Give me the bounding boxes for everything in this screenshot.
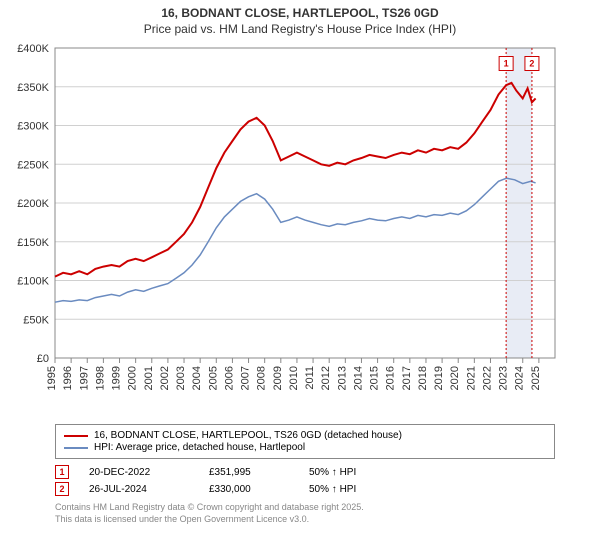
legend-label: HPI: Average price, detached house, Hart…	[94, 442, 305, 453]
attribution: Contains HM Land Registry data © Crown c…	[55, 502, 555, 525]
marker-row: 2 26-JUL-2024 £330,000 50% ↑ HPI	[55, 482, 555, 496]
svg-text:2015: 2015	[369, 366, 381, 390]
svg-text:£200K: £200K	[17, 198, 49, 210]
svg-text:2012: 2012	[320, 366, 332, 390]
svg-text:£0: £0	[37, 353, 49, 365]
marker-table: 1 20-DEC-2022 £351,995 50% ↑ HPI 2 26-JUL-202…	[55, 465, 555, 496]
svg-text:2002: 2002	[159, 366, 171, 390]
svg-text:2017: 2017	[401, 366, 413, 390]
legend-swatch	[64, 435, 88, 437]
svg-text:2016: 2016	[385, 366, 397, 390]
marker-row: 1 20-DEC-2022 £351,995 50% ↑ HPI	[55, 465, 555, 479]
svg-text:2000: 2000	[127, 366, 139, 390]
svg-text:2003: 2003	[175, 366, 187, 390]
svg-text:1995: 1995	[46, 366, 58, 390]
marker-price: £351,995	[209, 467, 289, 478]
svg-text:£50K: £50K	[23, 314, 49, 326]
svg-text:2021: 2021	[465, 366, 477, 390]
legend-item: 16, BODNANT CLOSE, HARTLEPOOL, TS26 0GD …	[64, 430, 546, 441]
svg-text:2: 2	[529, 59, 534, 69]
marker-pct: 50% ↑ HPI	[309, 484, 389, 495]
svg-text:£400K: £400K	[17, 43, 49, 55]
svg-text:£250K: £250K	[17, 159, 49, 171]
svg-text:2014: 2014	[352, 366, 364, 390]
svg-text:2020: 2020	[449, 366, 461, 390]
legend: 16, BODNANT CLOSE, HARTLEPOOL, TS26 0GD …	[55, 424, 555, 459]
svg-text:2009: 2009	[272, 366, 284, 390]
svg-text:1: 1	[504, 59, 509, 69]
svg-text:2010: 2010	[288, 366, 300, 390]
marker-number-box: 2	[55, 482, 69, 496]
svg-text:1999: 1999	[111, 366, 123, 390]
svg-text:2025: 2025	[530, 366, 542, 390]
marker-date: 20-DEC-2022	[89, 467, 189, 478]
svg-text:2013: 2013	[336, 366, 348, 390]
marker-number-box: 1	[55, 465, 69, 479]
marker-price: £330,000	[209, 484, 289, 495]
svg-text:£350K: £350K	[17, 82, 49, 94]
svg-text:2011: 2011	[304, 366, 316, 390]
svg-text:2004: 2004	[191, 366, 203, 390]
svg-text:2022: 2022	[481, 366, 493, 390]
attribution-line1: Contains HM Land Registry data © Crown c…	[55, 502, 555, 514]
attribution-line2: This data is licensed under the Open Gov…	[55, 514, 555, 526]
svg-text:2007: 2007	[240, 366, 252, 390]
svg-text:2001: 2001	[143, 366, 155, 390]
svg-text:2018: 2018	[417, 366, 429, 390]
svg-text:2023: 2023	[498, 366, 510, 390]
title-subtitle: Price paid vs. HM Land Registry's House …	[10, 22, 590, 36]
chart-title-block: 16, BODNANT CLOSE, HARTLEPOOL, TS26 0GD …	[0, 0, 600, 38]
svg-text:2005: 2005	[207, 366, 219, 390]
legend-item: HPI: Average price, detached house, Hart…	[64, 442, 546, 453]
svg-text:£150K: £150K	[17, 237, 49, 249]
svg-text:2006: 2006	[223, 366, 235, 390]
marker-pct: 50% ↑ HPI	[309, 467, 389, 478]
svg-text:£100K: £100K	[17, 276, 49, 288]
marker-date: 26-JUL-2024	[89, 484, 189, 495]
legend-label: 16, BODNANT CLOSE, HARTLEPOOL, TS26 0GD …	[94, 430, 402, 441]
svg-text:1997: 1997	[78, 366, 90, 390]
svg-text:2024: 2024	[514, 366, 526, 390]
legend-swatch	[64, 447, 88, 449]
series-hpi	[55, 178, 536, 302]
svg-text:1998: 1998	[94, 366, 106, 390]
series-price_paid	[55, 83, 536, 277]
title-address: 16, BODNANT CLOSE, HARTLEPOOL, TS26 0GD	[10, 6, 590, 20]
svg-text:2019: 2019	[433, 366, 445, 390]
line-chart: £0 £50K £100K £150K £200K £250K £300K £350K £400…	[0, 38, 600, 418]
svg-text:2008: 2008	[256, 366, 268, 390]
chart-container: £0 £50K £100K £150K £200K £250K £300K £350K £400…	[0, 38, 600, 418]
svg-text:£300K: £300K	[17, 121, 49, 133]
svg-text:1996: 1996	[62, 366, 74, 390]
